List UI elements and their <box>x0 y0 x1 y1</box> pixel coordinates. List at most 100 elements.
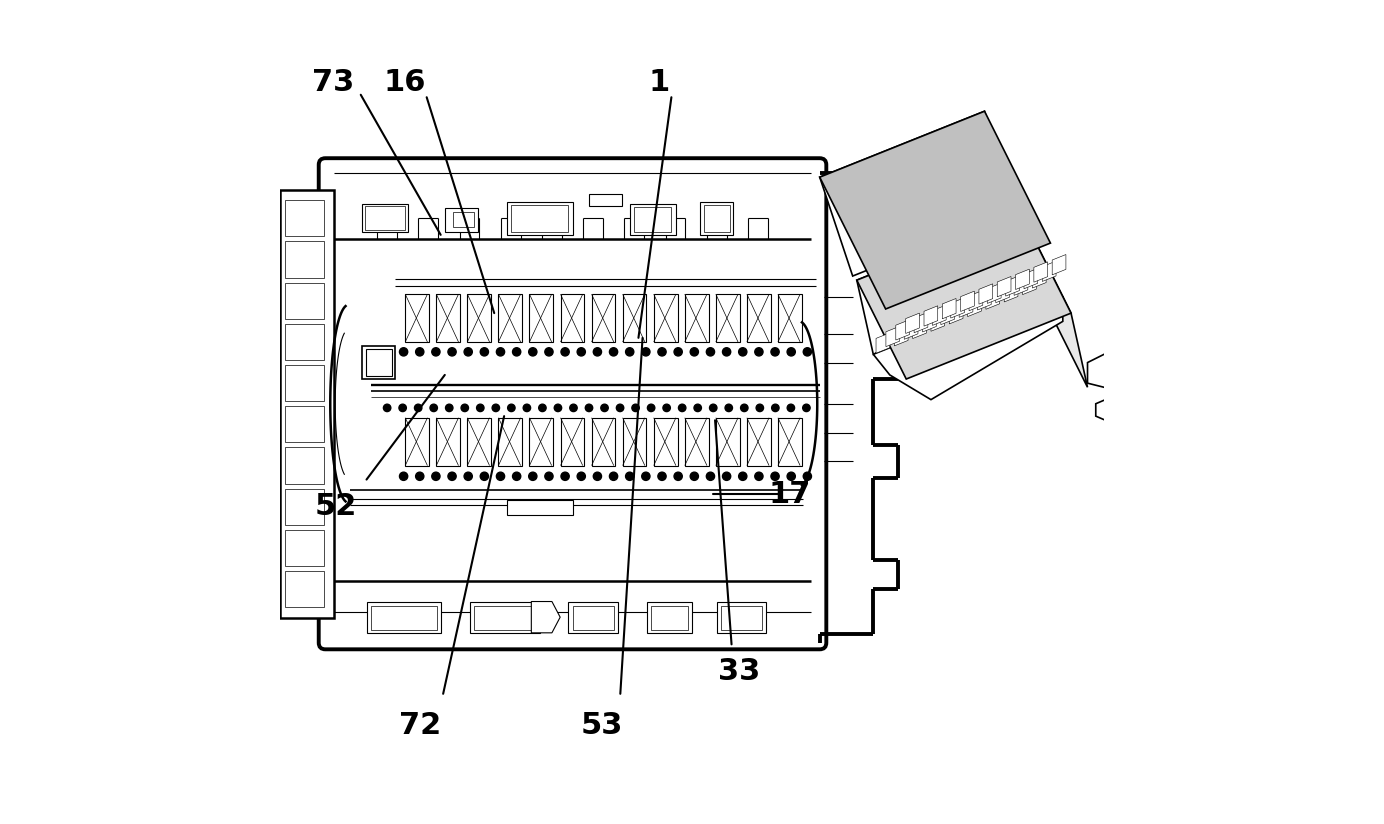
Circle shape <box>803 348 811 356</box>
Polygon shape <box>933 305 947 325</box>
Circle shape <box>771 472 779 480</box>
Circle shape <box>594 472 602 480</box>
Bar <box>498 418 522 466</box>
Polygon shape <box>1014 275 1028 295</box>
Bar <box>653 418 678 466</box>
Bar <box>511 205 569 232</box>
Polygon shape <box>1042 261 1056 282</box>
Bar <box>468 294 491 342</box>
Circle shape <box>626 472 634 480</box>
Circle shape <box>601 405 608 412</box>
Polygon shape <box>969 290 983 311</box>
Bar <box>653 294 678 342</box>
Polygon shape <box>1024 269 1038 288</box>
Text: 72: 72 <box>399 710 441 740</box>
Circle shape <box>787 472 796 480</box>
Circle shape <box>570 405 577 412</box>
Bar <box>530 418 554 466</box>
Circle shape <box>710 405 717 412</box>
Bar <box>591 418 616 466</box>
Bar <box>623 418 646 466</box>
Bar <box>285 365 324 401</box>
Circle shape <box>430 405 437 412</box>
Circle shape <box>609 472 617 480</box>
Bar <box>590 194 621 206</box>
Circle shape <box>561 472 569 480</box>
Bar <box>406 418 429 466</box>
Circle shape <box>432 472 440 480</box>
Bar <box>285 406 324 442</box>
Polygon shape <box>1016 269 1030 289</box>
Circle shape <box>446 405 453 412</box>
Circle shape <box>476 405 484 412</box>
Bar <box>646 602 692 633</box>
Circle shape <box>493 405 500 412</box>
Circle shape <box>461 405 468 412</box>
Bar <box>285 283 324 319</box>
Bar <box>365 206 406 230</box>
Circle shape <box>464 348 472 356</box>
Circle shape <box>754 348 763 356</box>
Bar <box>453 212 473 227</box>
Bar <box>634 207 671 232</box>
Circle shape <box>663 405 670 412</box>
Circle shape <box>480 348 489 356</box>
Circle shape <box>480 472 489 480</box>
Polygon shape <box>923 311 936 332</box>
Bar <box>717 602 767 633</box>
Bar <box>650 606 688 630</box>
Circle shape <box>803 472 811 480</box>
Bar <box>569 602 617 633</box>
Polygon shape <box>1096 391 1138 428</box>
Circle shape <box>400 348 408 356</box>
Bar <box>573 606 613 630</box>
Polygon shape <box>949 303 963 324</box>
Bar <box>530 294 554 342</box>
Bar <box>285 447 324 484</box>
Polygon shape <box>1021 214 1088 387</box>
Circle shape <box>538 405 547 412</box>
Circle shape <box>691 472 699 480</box>
Bar <box>285 324 324 360</box>
Polygon shape <box>913 312 927 333</box>
Polygon shape <box>985 289 999 309</box>
Circle shape <box>448 348 457 356</box>
Polygon shape <box>857 214 1071 379</box>
Bar <box>591 294 616 342</box>
Bar <box>285 241 324 278</box>
Polygon shape <box>531 602 561 633</box>
Circle shape <box>706 348 714 356</box>
Circle shape <box>616 405 624 412</box>
Circle shape <box>642 472 650 480</box>
Circle shape <box>400 472 408 480</box>
Circle shape <box>691 348 699 356</box>
Text: 52: 52 <box>314 492 357 522</box>
Bar <box>703 205 729 232</box>
Bar <box>778 418 801 466</box>
Bar <box>436 418 459 466</box>
Polygon shape <box>960 291 974 311</box>
Bar <box>685 294 709 342</box>
Bar <box>367 602 440 633</box>
Circle shape <box>632 405 639 412</box>
Text: 1: 1 <box>649 68 670 97</box>
Polygon shape <box>905 313 919 334</box>
Bar <box>716 294 739 342</box>
Circle shape <box>512 472 520 480</box>
Circle shape <box>693 405 702 412</box>
Circle shape <box>657 472 666 480</box>
Polygon shape <box>886 326 900 347</box>
Circle shape <box>626 348 634 356</box>
Polygon shape <box>931 311 945 331</box>
Bar <box>716 418 739 466</box>
Bar <box>561 294 584 342</box>
Circle shape <box>642 348 650 356</box>
Circle shape <box>415 472 424 480</box>
Bar <box>473 606 536 630</box>
Circle shape <box>594 348 602 356</box>
Bar <box>747 294 771 342</box>
Circle shape <box>497 348 505 356</box>
Polygon shape <box>894 325 908 346</box>
Circle shape <box>577 348 585 356</box>
Circle shape <box>414 405 422 412</box>
